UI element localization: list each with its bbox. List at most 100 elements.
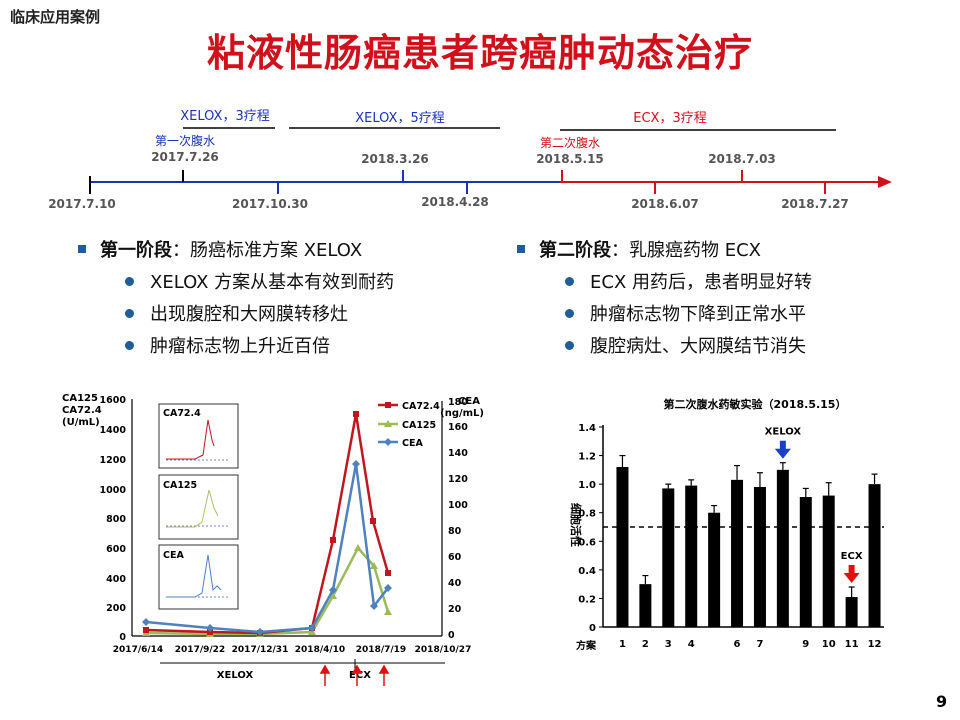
upper-date-2: 2018.7.03 <box>708 152 776 166</box>
left-axis-label: CA125 <box>62 393 98 404</box>
regimen-xelox: XELOX <box>217 670 254 681</box>
bar <box>662 488 675 627</box>
upper-date-1: 2018.3.26 <box>361 152 429 166</box>
lower-date-4: 2018.6.07 <box>631 197 699 211</box>
right-tick: 100 <box>448 500 468 511</box>
dot-bullet-icon <box>565 276 574 286</box>
right-tick: 120 <box>448 474 468 485</box>
phase-label-2: XELOX，5疗程 <box>355 111 444 126</box>
right-tick: 140 <box>448 448 468 459</box>
page-title: 粘液性肠癌患者跨癌肿动态治疗 <box>206 31 753 75</box>
left-axis-label: CA72.4 <box>62 405 102 416</box>
drug-sensitivity-bar-chart: 第二次腹水药敏实验（2018.5.15） 细胞活性 方案 0 0.2 0.4 0.6 0… <box>569 397 884 652</box>
x-tick-label: 7 <box>756 639 763 650</box>
y-tick-label: 1.2 <box>578 452 596 463</box>
stage2-heading: 第二阶段：乳腺癌药物 ECX <box>517 236 761 262</box>
annotation-label: XELOX <box>765 427 802 438</box>
y-tick-label: 0.6 <box>578 537 596 548</box>
annotation-arrow-icon <box>848 565 855 574</box>
red-up-arrow-icon <box>319 664 390 686</box>
inset-cea: CEA <box>158 544 239 610</box>
page-number: 9 <box>936 692 948 711</box>
bar <box>753 487 766 627</box>
lower-date-1: 2017.7.10 <box>48 197 116 211</box>
stage2-item: 肿瘤标志物下降到正常水平 <box>565 300 806 326</box>
x-tick: 2018/4/10 <box>295 645 345 655</box>
regimen-ecx: ECX <box>349 670 371 681</box>
legend-ca72-4: CA72.4 <box>402 401 440 412</box>
right-axis-label: CEA <box>458 396 480 407</box>
x-axis-label: 方案 <box>576 639 597 652</box>
x-tick: 2018/10/27 <box>415 645 472 655</box>
annotation-arrow-icon <box>774 448 791 459</box>
phase-label-1: XELOX，3疗程 <box>180 109 269 124</box>
lower-date-2: 2017.10.30 <box>232 197 308 211</box>
right-tick: 0 <box>448 630 455 641</box>
x-tick-label: 2 <box>642 639 649 650</box>
stage1-item: 肿瘤标志物上升近百倍 <box>125 332 330 358</box>
event-label-2: 第二次腹水 <box>540 136 600 150</box>
annotation-arrow-icon <box>843 573 860 583</box>
bar <box>776 469 789 627</box>
y-tick-label: 0.8 <box>578 509 596 520</box>
tumor-marker-chart: CA125 CA72.4 (U/mL) CEA (ng/mL) 1600 140… <box>62 393 484 686</box>
stage1-heading: 第一阶段：肠癌标准方案 XELOX <box>78 236 362 262</box>
treatment-timeline: XELOX，3疗程 XELOX，5疗程 ECX，3疗程 第一次腹水 2017.7… <box>48 109 892 211</box>
stage1-item: 出现腹腔和大网膜转移灶 <box>125 300 348 326</box>
x-tick-label: 12 <box>868 639 882 650</box>
left-tick: 1400 <box>100 425 127 436</box>
event-date-2: 2018.5.15 <box>536 152 604 166</box>
left-tick: 0 <box>119 632 126 643</box>
y-tick-label: 0.2 <box>578 594 596 605</box>
event-date-1: 2017.7.26 <box>151 150 219 164</box>
square-bullet-icon <box>517 245 525 253</box>
series-ca72-4-line <box>145 413 390 635</box>
y-tick-label: 1.4 <box>578 423 596 434</box>
x-tick-label: 9 <box>802 639 809 650</box>
bar <box>639 584 652 627</box>
legend-cea: CEA <box>402 438 423 449</box>
x-tick-label: 3 <box>665 639 672 650</box>
left-tick: 400 <box>106 574 126 585</box>
x-tick-label: 11 <box>845 639 859 650</box>
lower-date-3: 2018.4.28 <box>421 195 489 209</box>
legend-ca125: CA125 <box>402 420 436 431</box>
left-tick: 600 <box>106 544 126 555</box>
bar <box>731 479 744 627</box>
x-tick: 2017/9/22 <box>175 645 225 655</box>
annotation-label: ECX <box>841 551 863 562</box>
svg-text:CA72.4: CA72.4 <box>163 408 201 419</box>
bar <box>845 597 858 627</box>
left-tick: 200 <box>106 603 126 614</box>
svg-text:CA125: CA125 <box>163 480 197 491</box>
x-tick: 2017/12/31 <box>232 645 289 655</box>
y-tick-label: 1.0 <box>578 480 596 491</box>
right-tick: 20 <box>448 604 462 615</box>
dot-bullet-icon <box>565 308 574 318</box>
left-tick: 800 <box>106 514 126 525</box>
series-cea-markers <box>142 460 392 636</box>
right-tick: 160 <box>448 422 468 433</box>
dot-bullet-icon <box>125 340 134 350</box>
x-tick-label: 6 <box>734 639 741 650</box>
annotation-arrow-icon <box>779 440 786 450</box>
y-axis-label: 细胞活性 <box>569 503 583 547</box>
event-label-1: 第一次腹水 <box>155 134 215 148</box>
stage2-item: 腹腔病灶、大网膜结节消失 <box>565 332 806 358</box>
left-tick: 1200 <box>100 455 127 466</box>
x-tick-label: 4 <box>688 639 695 650</box>
inset-ca125: CA125 <box>158 474 239 540</box>
left-axis-label: (U/mL) <box>62 417 100 428</box>
lower-date-5: 2018.7.27 <box>781 197 849 211</box>
bar <box>799 497 812 627</box>
bar <box>822 495 835 627</box>
y-tick-label: 0.4 <box>578 566 596 577</box>
chart-title: 第二次腹水药敏实验（2018.5.15） <box>664 397 847 411</box>
left-tick: 1600 <box>100 395 127 406</box>
left-tick: 1000 <box>100 485 127 496</box>
bar <box>616 467 629 627</box>
right-tick: 40 <box>448 578 462 589</box>
x-tick: 2018/7/19 <box>356 645 406 655</box>
stage1-item: XELOX 方案从基本有效到耐药 <box>125 268 394 294</box>
bar <box>708 512 721 627</box>
